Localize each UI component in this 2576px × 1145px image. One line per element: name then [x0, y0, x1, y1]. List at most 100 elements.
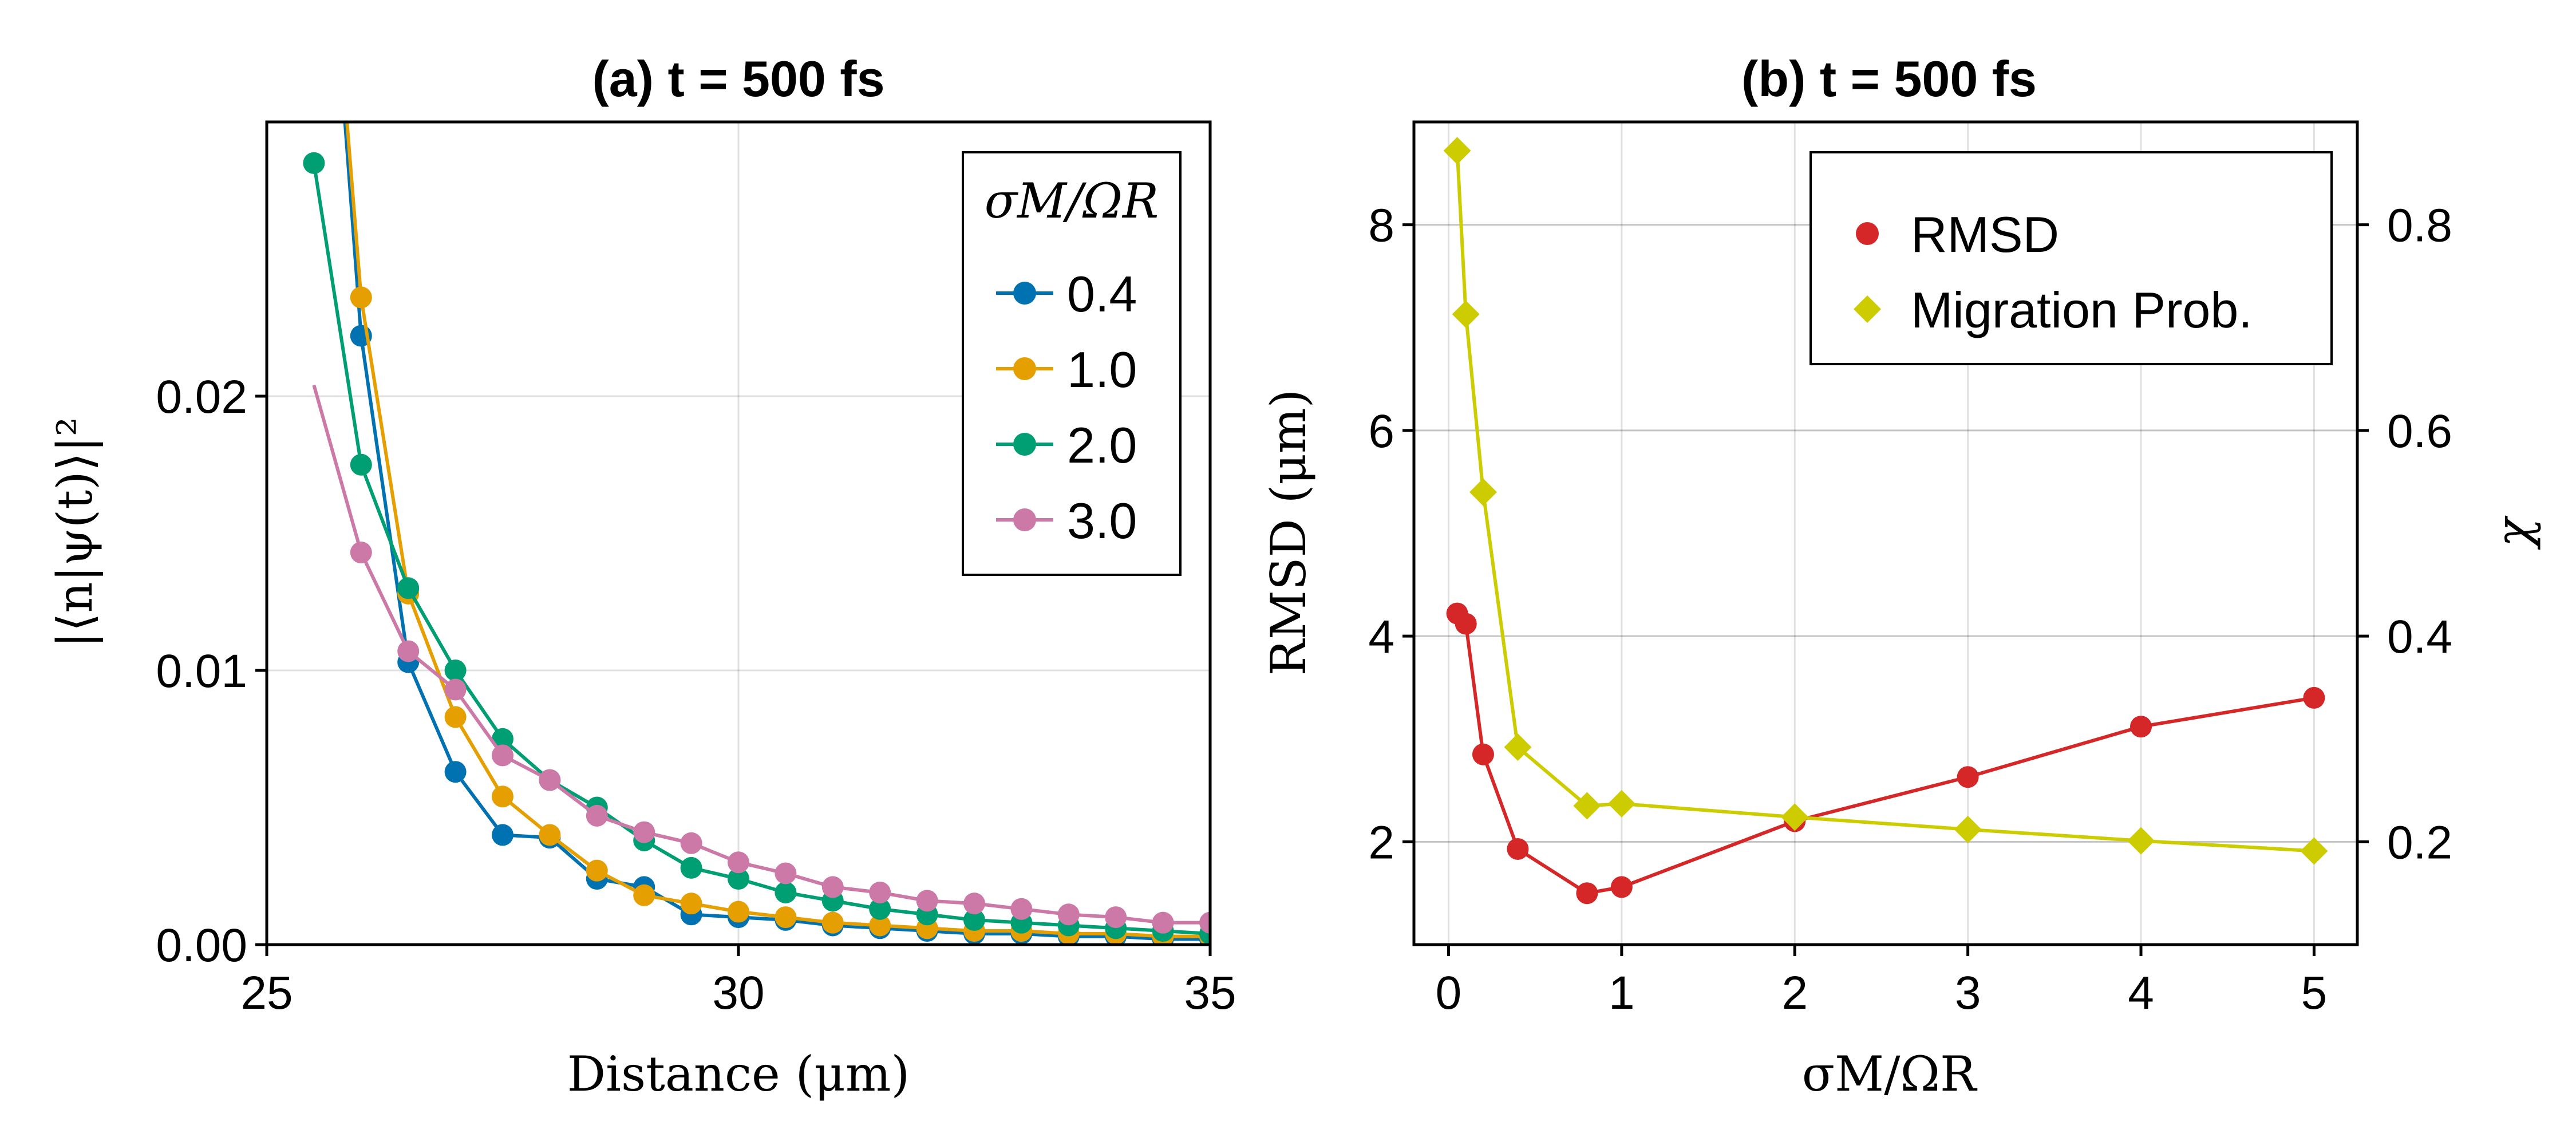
data-point — [869, 914, 891, 937]
y-right-tick-label: 0.2 — [2387, 816, 2452, 868]
series-line — [1456, 612, 2314, 895]
data-point — [1199, 911, 1210, 934]
series-3.0 — [312, 385, 1210, 934]
legend-label: 2.0 — [1067, 417, 1137, 473]
legend-item: 1.0 — [996, 341, 1137, 398]
x-tick-label: 35 — [1184, 967, 1236, 1019]
y-tick-label: 4 — [1368, 611, 1394, 663]
y-right-tick-label: 0.8 — [2387, 200, 2452, 252]
x-tick-label: 30 — [712, 967, 764, 1019]
data-point — [2303, 686, 2325, 709]
data-point — [1105, 906, 1127, 929]
data-point — [775, 862, 797, 885]
legend-items: 0.4 1.0 2.0 3.0 — [996, 266, 1137, 549]
series-migration-prob- — [1443, 137, 2328, 865]
data-point — [633, 821, 655, 843]
y-tick-label: 2 — [1368, 816, 1394, 868]
data-point — [2300, 837, 2328, 865]
data-point — [1152, 911, 1174, 934]
legend-item: Migration Prob. — [1854, 282, 2253, 338]
legend-label: 0.4 — [1067, 266, 1137, 322]
data-point — [492, 744, 513, 767]
data-point — [963, 909, 985, 931]
legend-label: 1.0 — [1067, 341, 1137, 398]
data-point — [492, 728, 513, 750]
panel-b-xlabel: σM/ΩR — [1802, 1046, 1978, 1102]
data-point — [350, 286, 372, 309]
data-point — [728, 851, 749, 874]
data-point — [444, 706, 467, 728]
data-point — [728, 868, 749, 890]
data-point — [680, 856, 702, 879]
legend-label: 3.0 — [1067, 492, 1137, 549]
x-tick-label: 4 — [2128, 967, 2154, 1019]
data-point — [444, 660, 467, 681]
y-right-tick-label: 0.6 — [2387, 405, 2452, 457]
x-tick-label: 3 — [1955, 967, 1981, 1019]
data-point — [2130, 716, 2152, 738]
legend-box — [1809, 151, 2333, 365]
data-point — [492, 785, 513, 808]
data-point — [1443, 137, 1471, 165]
panel-a-legend: σM/ΩR 0.4 1.0 2.0 3.0 — [962, 151, 1182, 576]
data-point — [350, 453, 372, 476]
x-tick-label: 2 — [1781, 967, 1808, 1019]
data-point — [1507, 838, 1529, 860]
panel-b-frame — [1412, 120, 2359, 946]
data-point — [539, 769, 561, 791]
data-point — [1452, 300, 1480, 328]
data-point — [303, 152, 325, 174]
panel-b-legend: RMSD Migration Prob. — [1809, 151, 2333, 365]
data-point — [1573, 792, 1601, 820]
data-point — [1469, 478, 1497, 506]
legend-item: RMSD — [1856, 206, 2059, 263]
x-tick-label: 1 — [1609, 967, 1635, 1019]
data-point — [916, 890, 938, 912]
data-point — [539, 824, 561, 846]
legend-title: σM/ΩR — [985, 173, 1159, 229]
x-tick-label: 25 — [240, 967, 293, 1019]
legend-item: 0.4 — [996, 266, 1137, 322]
data-point — [1610, 876, 1633, 898]
data-point — [1455, 613, 1477, 635]
data-point — [1057, 903, 1080, 926]
legend-swatch-marker — [1013, 282, 1036, 305]
y-tick-label: 0.02 — [156, 371, 247, 423]
data-point — [775, 906, 797, 929]
y-tick-label: 0.01 — [156, 645, 247, 697]
data-point — [633, 884, 655, 906]
legend-item: 3.0 — [996, 492, 1137, 549]
legend-swatch-marker — [1013, 357, 1036, 380]
legend-label: RMSD — [1911, 206, 2059, 263]
data-point — [1576, 882, 1598, 905]
data-point — [397, 577, 420, 599]
data-point — [775, 881, 797, 903]
legend-label: Migration Prob. — [1911, 282, 2253, 338]
data-point — [586, 804, 608, 827]
panel-a-xlabel: Distance (μm) — [567, 1046, 910, 1102]
data-point — [444, 678, 467, 701]
legend-swatch-marker — [1856, 222, 1879, 245]
data-point — [2127, 827, 2155, 855]
data-point — [680, 832, 702, 854]
data-point — [492, 824, 513, 846]
panel-b: (b) t = 500 fs 0 1 2 3 4 5 2 4 6 8 0.2 0.4 0.6 0.8 σM… — [1261, 50, 2542, 1102]
data-point — [869, 898, 891, 920]
data-point — [1957, 766, 1979, 788]
y-tick-label: 0.00 — [156, 919, 247, 972]
data-point — [728, 901, 749, 923]
y-tick-label: 6 — [1368, 405, 1394, 457]
panel-b-series — [1443, 137, 2328, 905]
x-tick-label: 5 — [2301, 967, 2328, 1019]
panel-b-ticks: 0 1 2 3 4 5 2 4 6 8 0.2 0.4 0.6 0.8 — [1368, 200, 2452, 1019]
data-point — [444, 761, 467, 783]
data-point — [821, 876, 844, 898]
data-point — [680, 893, 702, 915]
panel-a-ticks: 25 30 35 0.00 0.01 0.02 — [156, 371, 1236, 1019]
panel-b-ylabel-right: χ — [2486, 515, 2542, 550]
panel-a-title: (a) t = 500 fs — [592, 50, 884, 107]
data-point — [1954, 815, 1982, 843]
x-tick-label: 0 — [1436, 967, 1462, 1019]
legend-items: RMSD Migration Prob. — [1854, 206, 2253, 338]
